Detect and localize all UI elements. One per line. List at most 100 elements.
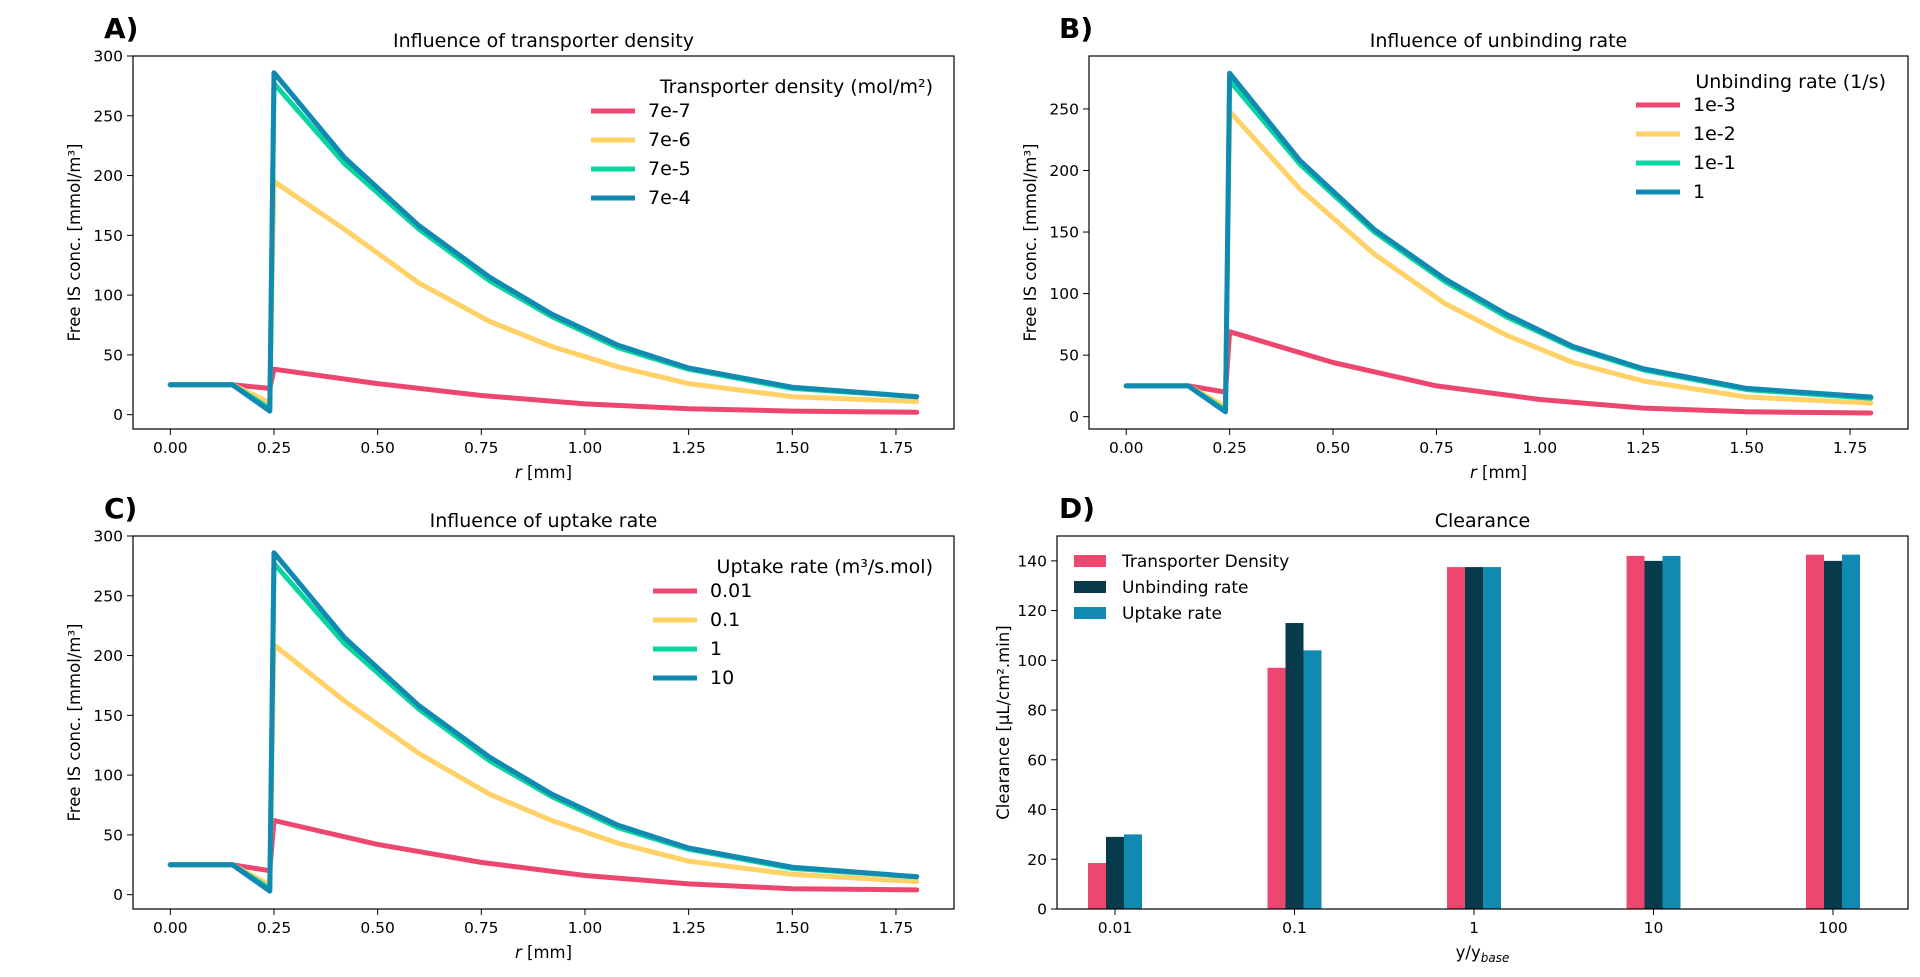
x-tick-label: 1 xyxy=(1469,919,1479,937)
y-tick-label: 120 xyxy=(1017,602,1047,620)
x-axis-label: r [mm] xyxy=(515,463,572,482)
y-tick-label: 0 xyxy=(1037,901,1047,919)
y-axis-label: Free IS conc. [mmol/m³] xyxy=(65,624,84,822)
panel-1: B) Influence of unbinding rate 0 50 100 150 20… xyxy=(1021,12,1909,482)
bar xyxy=(1824,560,1842,909)
x-tick-label: 0.75 xyxy=(1419,439,1454,457)
x-tick-label: 1.50 xyxy=(775,439,810,457)
y-tick-label: 250 xyxy=(93,587,123,605)
bar xyxy=(1465,567,1483,909)
panel-letter: C) xyxy=(104,492,137,525)
series-line-0.1 xyxy=(167,642,920,888)
x-tick-label: 10 xyxy=(1644,919,1664,937)
bar xyxy=(1842,554,1860,909)
x-axis-label: r [mm] xyxy=(515,943,572,962)
x-tick-label: 1.25 xyxy=(671,919,706,937)
bar xyxy=(1806,554,1824,909)
series-line-1e-2 xyxy=(1123,108,1874,410)
y-tick-label: 250 xyxy=(1049,100,1079,118)
y-tick-label: 150 xyxy=(93,227,123,245)
legend-title: Transporter density (mol/m²) xyxy=(659,76,933,98)
legend-swatch xyxy=(1074,581,1106,593)
legend-title: Uptake rate (m³/s.mol) xyxy=(717,556,933,578)
legend-label: 0.1 xyxy=(710,609,740,631)
y-tick-label: 250 xyxy=(93,107,123,125)
panel-3: D) Clearance 0 20 40 60 80 100 120 140 Clearance [… xyxy=(994,492,1909,965)
y-tick-label: 140 xyxy=(1017,552,1047,570)
series-line-1 xyxy=(167,561,920,892)
series-line-1e-1 xyxy=(1123,78,1874,413)
series-line-10 xyxy=(167,550,920,894)
x-tick-label: 0.25 xyxy=(257,919,292,937)
legend-label: 10 xyxy=(710,667,734,689)
bar xyxy=(1626,555,1645,909)
legend-label: 7e-7 xyxy=(648,100,691,122)
y-tick-label: 40 xyxy=(1027,801,1047,819)
x-tick-label: 1.50 xyxy=(1729,439,1764,457)
x-tick-label: 1.00 xyxy=(568,919,603,937)
chart-title: Clearance xyxy=(1435,510,1531,532)
y-tick-label: 0 xyxy=(113,406,123,424)
series-line-0.01 xyxy=(167,818,920,893)
bar xyxy=(1303,650,1322,909)
x-tick-label: 0.00 xyxy=(153,919,188,937)
x-tick-label: 100 xyxy=(1818,919,1848,937)
y-tick-label: 100 xyxy=(93,287,123,305)
bar xyxy=(1285,623,1304,909)
bar xyxy=(1662,555,1681,909)
bar xyxy=(1088,862,1106,909)
x-tick-label: 1.25 xyxy=(1626,439,1661,457)
x-tick-label: 0.25 xyxy=(257,439,292,457)
x-tick-label: 0.01 xyxy=(1098,919,1133,937)
y-tick-label: 300 xyxy=(93,528,123,546)
x-tick-label: 1.00 xyxy=(1523,439,1558,457)
legend-label: 1 xyxy=(710,638,722,660)
x-tick-label: 0.75 xyxy=(464,439,499,457)
legend-label: 1e-3 xyxy=(1693,94,1736,116)
y-axis-label: Free IS conc. [mmol/m³] xyxy=(65,144,84,342)
y-tick-label: 50 xyxy=(103,346,123,364)
legend-swatch xyxy=(1074,607,1106,619)
panel-0: A) Influence of transporter density 0 50 100… xyxy=(65,12,955,482)
series-line-7e-4 xyxy=(167,70,920,414)
y-tick-label: 100 xyxy=(1017,652,1047,670)
panel-letter: B) xyxy=(1059,12,1093,45)
x-tick-label: 0.00 xyxy=(153,439,188,457)
bar xyxy=(1644,560,1663,909)
panel-2: C) Influence of uptake rate 0 50 100 150 200 25… xyxy=(65,492,955,962)
x-tick-label: 0.75 xyxy=(464,919,499,937)
axes-frame xyxy=(132,535,955,910)
y-tick-label: 100 xyxy=(1049,285,1079,303)
legend-label: 1e-2 xyxy=(1693,123,1736,145)
legend-label: Unbinding rate xyxy=(1122,578,1249,598)
x-tick-label: 0.1 xyxy=(1282,919,1307,937)
y-tick-label: 300 xyxy=(93,48,123,66)
bar xyxy=(1447,567,1465,909)
chart-title: Influence of uptake rate xyxy=(430,510,658,532)
bar xyxy=(1483,567,1501,909)
y-tick-label: 0 xyxy=(1069,408,1079,426)
legend-label: 0.01 xyxy=(710,580,752,602)
y-tick-label: 200 xyxy=(1049,162,1079,180)
x-tick-label: 1.75 xyxy=(879,919,914,937)
legend-label: 7e-6 xyxy=(648,129,691,151)
x-tick-label: 1.50 xyxy=(775,919,810,937)
x-axis-label: y/ybase xyxy=(1456,943,1510,965)
y-tick-label: 200 xyxy=(93,647,123,665)
x-axis-label: r [mm] xyxy=(1470,463,1527,482)
legend-label: Uptake rate xyxy=(1122,604,1222,624)
y-tick-label: 80 xyxy=(1027,702,1047,720)
series-line-7e-7 xyxy=(167,366,920,415)
y-tick-label: 150 xyxy=(93,707,123,725)
series-line-1 xyxy=(1123,70,1874,415)
panel-letter: D) xyxy=(1059,492,1095,525)
series-line-7e-5 xyxy=(167,81,920,412)
panel-letter: A) xyxy=(104,12,138,45)
x-tick-label: 0.25 xyxy=(1212,439,1247,457)
y-tick-label: 150 xyxy=(1049,224,1079,242)
x-tick-label: 1.25 xyxy=(671,439,706,457)
y-tick-label: 20 xyxy=(1027,851,1047,869)
x-tick-label: 1.00 xyxy=(568,439,603,457)
x-tick-label: 0.50 xyxy=(360,919,395,937)
